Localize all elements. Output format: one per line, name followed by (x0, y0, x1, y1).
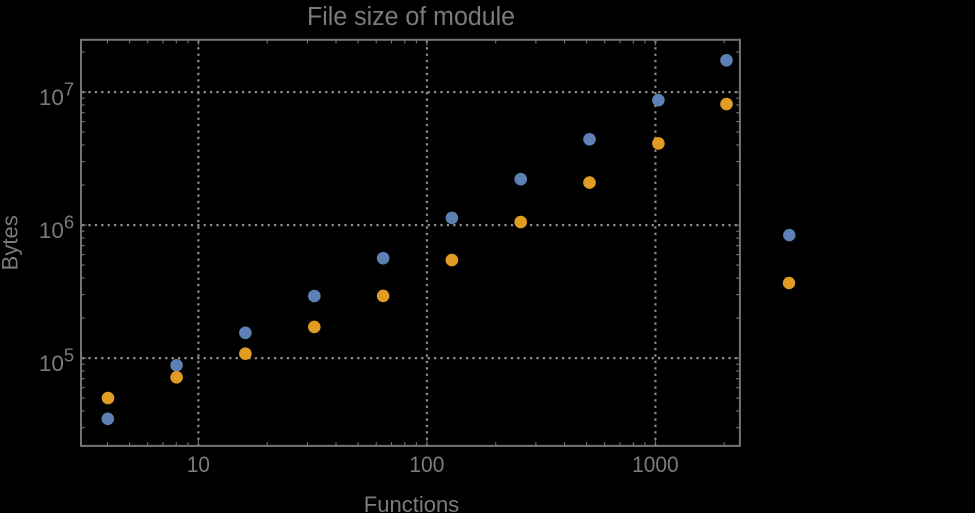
svg-text:Bytes: Bytes (0, 215, 23, 270)
svg-text:Functions: Functions (364, 492, 459, 513)
svg-text:10: 10 (187, 452, 210, 477)
svg-text:105: 105 (39, 344, 74, 376)
svg-text:107: 107 (39, 78, 74, 110)
svg-text:1000: 1000 (632, 452, 679, 477)
svg-text:100: 100 (409, 452, 444, 477)
svg-text:106: 106 (39, 211, 74, 243)
svg-text:File size of module: File size of module (307, 3, 515, 31)
